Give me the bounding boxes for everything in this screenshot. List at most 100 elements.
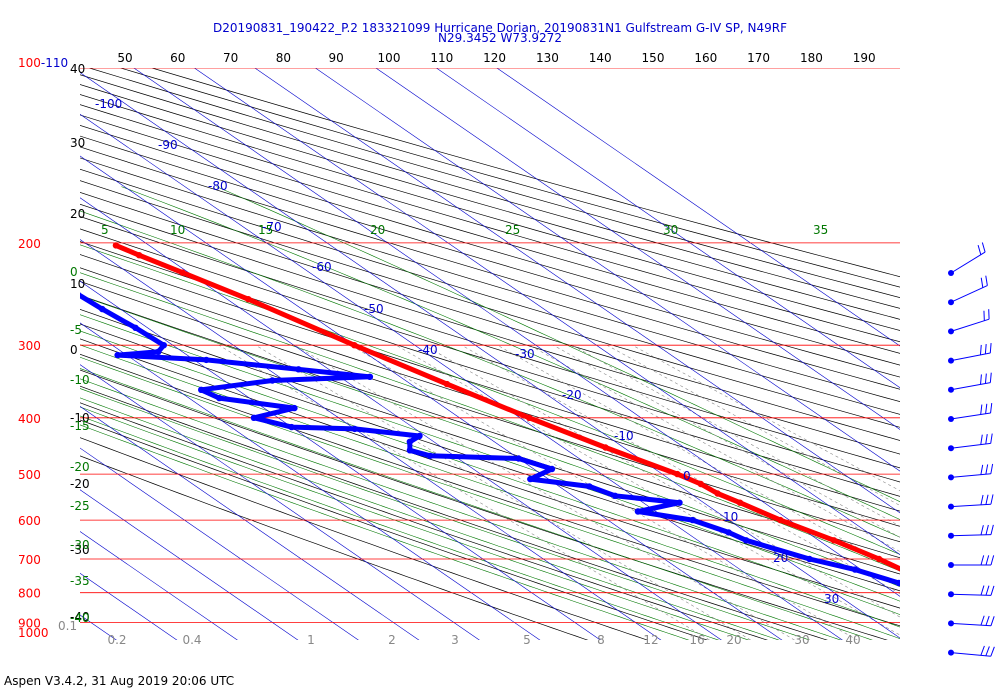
isotherm-line [80, 72, 900, 639]
dewpoint-point-trace [80, 292, 900, 587]
top-axis-label: 90 [329, 51, 344, 65]
top-axis-label: 120 [483, 51, 506, 65]
mixing-ratio-line [553, 344, 900, 538]
isotherm-label: -80 [208, 179, 228, 193]
dry-adiabat-label: 30 [70, 136, 85, 150]
isotherm-label: -10 [614, 429, 634, 443]
top-axis-label: 140 [589, 51, 612, 65]
isotherm-line [80, 155, 783, 640]
isotherm-label: -30 [515, 347, 535, 361]
mixing-ratio-line [396, 344, 900, 636]
top-axis-label: 100 [378, 51, 401, 65]
dry-adiabat-line [80, 74, 900, 309]
plot-area [80, 68, 992, 640]
isotherm-line [80, 364, 480, 640]
moist-adiabat-side-label: 0 [70, 265, 78, 279]
temperature-point-trace [114, 243, 900, 572]
mixing-ratio-label: 0.4 [182, 633, 201, 647]
moist-adiabat-line [80, 397, 780, 640]
wind-barb [948, 242, 986, 276]
wind-barb [948, 615, 995, 627]
mixing-ratio-label: 16 [689, 633, 704, 647]
moist-adiabat-label: 5 [101, 223, 109, 237]
mixing-ratio-label: 12 [643, 633, 658, 647]
pressure-label: 400 [18, 412, 41, 426]
top-axis-label: 80 [276, 51, 291, 65]
isotherm-line [80, 197, 722, 640]
dry-adiabat-line [80, 294, 900, 559]
footer-version: Aspen V3.4.2, 31 Aug 2019 20:06 UTC [4, 674, 235, 688]
moist-adiabat-side-label: -5 [70, 323, 82, 337]
pressure-label: 1000 [18, 626, 49, 640]
mixing-ratio-line [571, 344, 900, 527]
top-axis-label: 70 [223, 51, 238, 65]
mixing-ratio-label: 30 [794, 633, 809, 647]
isotherm-label: -100 [95, 97, 122, 111]
moist-adiabat-side-label: -25 [70, 499, 90, 513]
mixing-ratio-line [294, 344, 795, 640]
moist-adiabat-side-label: -10 [70, 373, 90, 387]
moist-adiabat-label: 10 [170, 223, 185, 237]
mixing-ratio-line [461, 344, 900, 594]
isotherm-line [254, 68, 900, 514]
mixing-ratio-label: 40 [845, 633, 860, 647]
mixing-ratio-line [424, 344, 900, 618]
mixing-ratio-label: 8 [597, 633, 605, 647]
wind-barb [948, 585, 995, 598]
wind-barb [948, 372, 992, 393]
top-axis-label: 60 [170, 51, 185, 65]
moist-adiabat-line [80, 244, 900, 555]
pressure-label: 700 [18, 553, 41, 567]
mixing-ratio-line [350, 344, 858, 640]
moist-adiabat-label: 35 [813, 223, 828, 237]
dry-adiabat-line [80, 353, 900, 627]
dry-adiabat-line [80, 157, 900, 403]
dry-adiabat-line [80, 267, 900, 527]
temperature-point [913, 573, 919, 579]
mixing-ratio-label: 5 [523, 633, 531, 647]
moist-adiabat-line [80, 330, 900, 615]
top-axis-label: 50 [117, 51, 132, 65]
dry-adiabat-line [80, 241, 900, 497]
mixing-ratio-line [606, 344, 900, 506]
dry-adiabat-line [80, 228, 900, 483]
isotherm-label: 0 [683, 469, 691, 483]
mixing-ratio-line [218, 344, 711, 640]
isotherm-line [435, 68, 900, 389]
mixing-ratio-label: 0.2 [107, 633, 126, 647]
dry-adiabat-line [80, 402, 768, 640]
dry-adiabat-label: 0 [70, 343, 78, 357]
isotherm-line [80, 113, 843, 640]
moist-adiabat-line [216, 186, 900, 503]
moist-adiabat-line [80, 314, 900, 602]
dry-adiabat-line [80, 280, 900, 543]
moist-adiabat-side-label: -30 [70, 538, 90, 552]
moist-adiabat-label: 20 [370, 223, 385, 237]
moist-adiabat-side-label: -40 [70, 611, 90, 625]
isotherm-label: -20 [562, 388, 582, 402]
mixing-ratio-line [255, 344, 752, 640]
dewpoint-point [941, 599, 947, 605]
mixing-ratio-label: 20 [726, 633, 741, 647]
wind-barb [948, 494, 994, 510]
temperature-point [986, 605, 992, 611]
pressure-label: 800 [18, 587, 41, 601]
moist-adiabat-line [80, 388, 811, 640]
dry-adiabat-line [80, 94, 900, 331]
moist-adiabat-line [80, 424, 690, 640]
dry-adiabat-line [80, 84, 900, 320]
isotherm-line [375, 68, 900, 430]
top-axis-label: 180 [800, 51, 823, 65]
wind-barb [948, 524, 994, 539]
isotherm-label: -40 [418, 343, 438, 357]
mixing-ratio-line [632, 344, 900, 492]
top-axis-label: 170 [747, 51, 770, 65]
isotherm-label: -60 [312, 260, 332, 274]
pressure-label: 900 [18, 616, 41, 630]
mixing-ratio-label: 2 [388, 633, 396, 647]
dry-adiabat-line [80, 455, 589, 640]
dry-adiabat-line [80, 146, 900, 390]
moist-adiabat-label: 25 [505, 223, 520, 237]
isotherm-line [193, 68, 900, 555]
chart-title-line1: D20190831_190422_P.2 183321099 Hurricane… [212, 21, 788, 35]
